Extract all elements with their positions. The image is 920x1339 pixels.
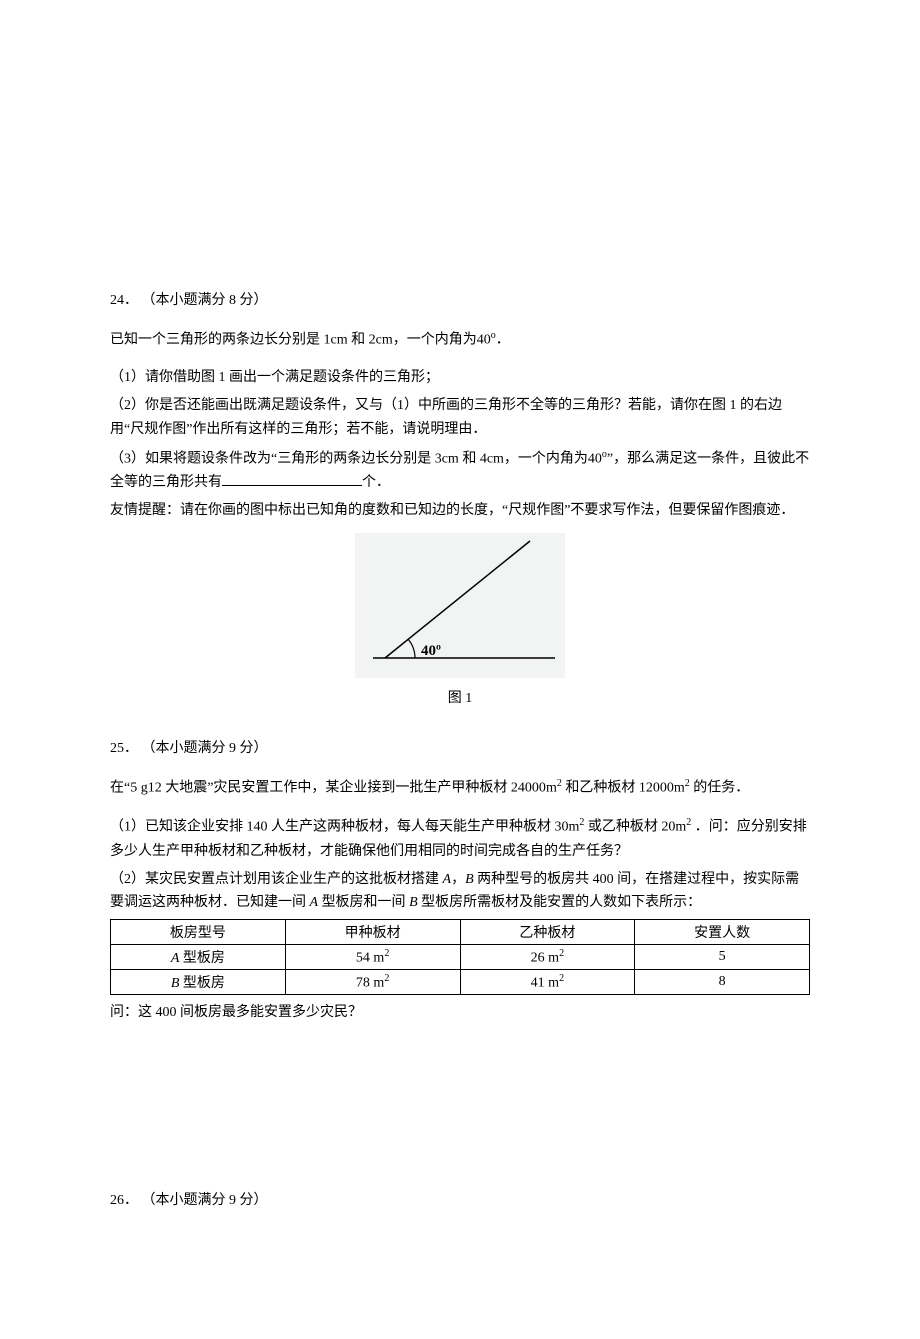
problem-points: （本小题满分 8 分）	[142, 293, 268, 308]
problem-points: （本小题满分 9 分）	[142, 741, 268, 756]
problem-24-part-1: （1）请你借助图 1 画出一个满足题设条件的三角形；	[110, 366, 810, 390]
cell-value: 41 m2	[460, 970, 635, 995]
cell-value: 54 m2	[285, 945, 460, 970]
problem-25-part-2: （2）某灾民安置点计划用该企业生产的这批板材搭建 A，B 两种型号的板房共 40…	[110, 868, 810, 916]
table-row: B 型板房 78 m2 41 m2 8	[111, 970, 810, 995]
col-material-b: 乙种板材	[460, 920, 635, 945]
vertical-spacer	[110, 1055, 810, 1175]
problem-24-part-3: （3）如果将题设条件改为“三角形的两条边长分别是 3cm 和 4cm，一个内角为…	[110, 446, 810, 495]
figure-1-caption: 图 1	[110, 687, 810, 707]
table-row: A 型板房 54 m2 26 m2 5	[111, 945, 810, 970]
col-material-a: 甲种板材	[285, 920, 460, 945]
board-table: 板房型号 甲种板材 乙种板材 安置人数 A 型板房 54 m2 26 m2 5 …	[110, 919, 810, 995]
cell-model: B 型板房	[111, 970, 286, 995]
problem-25-question: 问：这 400 间板房最多能安置多少灾民？	[110, 1001, 810, 1025]
problem-points: （本小题满分 9 分）	[142, 1193, 268, 1208]
problem-24: 24． （本小题满分 8 分） 已知一个三角形的两条边长分别是 1cm 和 2c…	[110, 289, 810, 707]
problem-26: 26． （本小题满分 9 分）	[110, 1189, 810, 1209]
col-model: 板房型号	[111, 920, 286, 945]
cell-model: A 型板房	[111, 945, 286, 970]
problem-25-intro: 在“5 g12 大地震”灾民安置工作中，某企业接到一批生产甲种板材 24000m…	[110, 775, 810, 800]
col-people: 安置人数	[635, 920, 810, 945]
figure-1-wrap: 40º 图 1	[110, 533, 810, 707]
answer-blank	[222, 471, 362, 486]
problem-number: 26．	[110, 1193, 138, 1208]
angle-label: 40º	[421, 643, 441, 659]
problem-25: 25． （本小题满分 9 分） 在“5 g12 大地震”灾民安置工作中，某企业接…	[110, 737, 810, 1025]
problem-25-body: （1）已知该企业安排 140 人生产这两种板材，每人每天能生产甲种板材 30m2…	[110, 814, 810, 915]
problem-24-hint: 友情提醒：请在你画的图中标出已知角的度数和已知边的长度，“尺规作图”不要求写作法…	[110, 499, 810, 523]
cell-value: 8	[635, 970, 810, 995]
cell-value: 5	[635, 945, 810, 970]
problem-number: 24．	[110, 293, 138, 308]
cell-value: 26 m2	[460, 945, 635, 970]
table-header-row: 板房型号 甲种板材 乙种板材 安置人数	[111, 920, 810, 945]
cell-value: 78 m2	[285, 970, 460, 995]
problem-25-part-1: （1）已知该企业安排 140 人生产这两种板材，每人每天能生产甲种板材 30m2…	[110, 814, 810, 863]
problem-25-header: 25． （本小题满分 9 分）	[110, 737, 810, 757]
problem-24-body: （1）请你借助图 1 画出一个满足题设条件的三角形； （2）你是否还能画出既满足…	[110, 366, 810, 522]
problem-24-header: 24． （本小题满分 8 分）	[110, 289, 810, 309]
problem-number: 25．	[110, 741, 138, 756]
problem-26-header: 26． （本小题满分 9 分）	[110, 1189, 810, 1209]
problem-24-part-2: （2）你是否还能画出既满足题设条件，又与（1）中所画的三角形不全等的三角形？若能…	[110, 394, 810, 442]
problem-24-intro: 已知一个三角形的两条边长分别是 1cm 和 2cm，一个内角为40o．	[110, 327, 810, 352]
figure-1-svg: 40º	[355, 533, 565, 678]
